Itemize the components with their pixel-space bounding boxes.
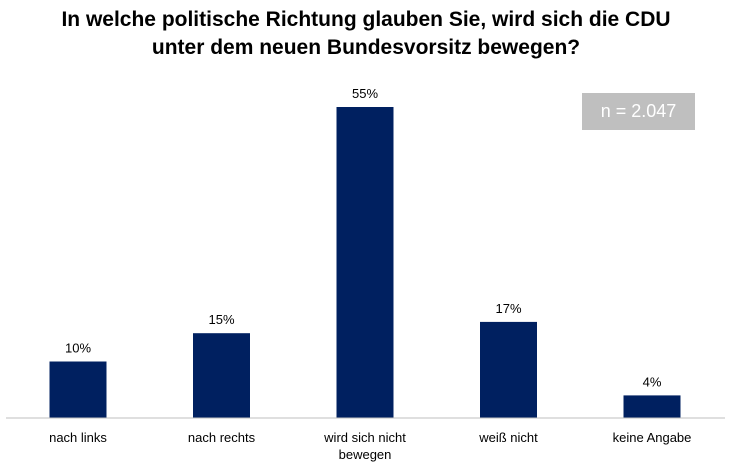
bar-value-label: 55% [352, 86, 378, 101]
bar [49, 361, 107, 418]
chart-title: In welche politische Richtung glauben Si… [0, 6, 732, 62]
bar-value-label: 17% [495, 301, 521, 316]
bar-value-label: 15% [208, 312, 234, 327]
bars-group: 10% nach links 15% nach rechts 55% wird sich … [49, 86, 691, 462]
bar [336, 107, 394, 418]
bar [480, 321, 537, 418]
bar [623, 395, 681, 418]
x-tick-label: keine Angabe [613, 430, 692, 445]
x-tick-label: nach links [49, 430, 107, 445]
x-tick-label: weiß nicht [478, 430, 538, 445]
bar [193, 333, 250, 418]
x-tick-label: bewegen [339, 447, 392, 462]
chart-title-line-2: unter dem neuen Bundesvorsitz bewegen? [151, 36, 581, 59]
x-tick-label: nach rechts [188, 430, 256, 445]
sample-size-badge: n = 2.047 [582, 93, 695, 130]
x-tick-label: wird sich nicht [323, 430, 406, 445]
chart-title-line-1: In welche politische Richtung glauben Si… [61, 8, 671, 31]
bar-value-label: 10% [65, 341, 91, 356]
bar-value-label: 4% [643, 374, 662, 389]
